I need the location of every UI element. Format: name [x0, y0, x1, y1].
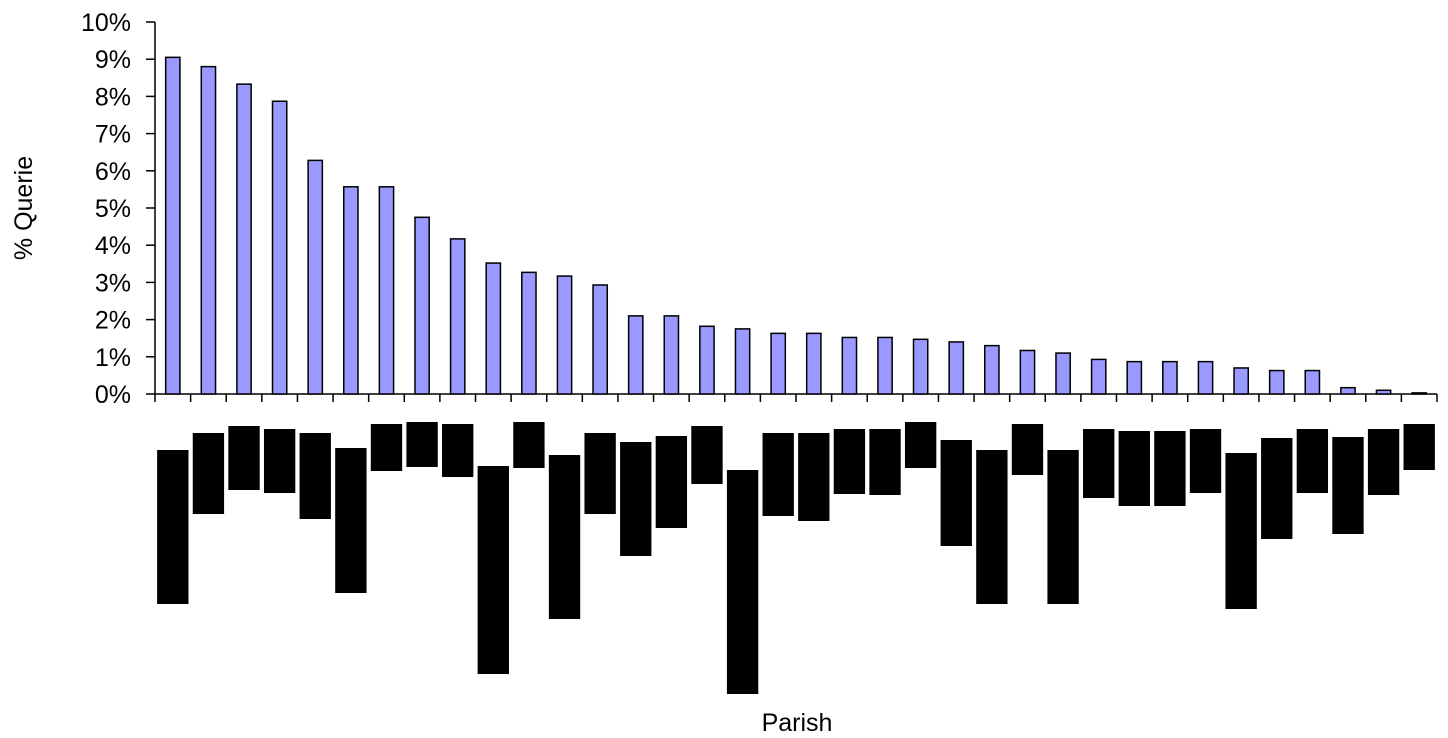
bar: [1375, 389, 1392, 395]
redacted-category-label: [406, 422, 438, 467]
y-tick-label: 10%: [81, 9, 131, 37]
bar: [1304, 369, 1321, 395]
redacted-category-label: [548, 455, 581, 619]
y-axis: 0% 1% 2% 3% 4% 5% 6% 7% 8% 9% 10%: [81, 9, 156, 409]
redacted-category-label: [584, 433, 616, 514]
bar-series: [164, 56, 1428, 395]
x-tick-labels-redacted: [157, 422, 1435, 694]
redacted-category-label: [1332, 437, 1364, 534]
bar: [485, 262, 502, 395]
redacted-category-label: [442, 424, 474, 477]
redacted-category-label: [157, 450, 189, 604]
redacted-category-label: [798, 433, 830, 521]
x-axis: [154, 393, 1438, 402]
x-axis-title: Parish: [762, 709, 833, 737]
bar: [556, 275, 573, 395]
redacted-category-label: [1296, 429, 1329, 493]
bar: [841, 336, 858, 395]
bar: [236, 83, 252, 395]
y-tick-label: 3%: [95, 269, 131, 297]
bar: [342, 186, 359, 395]
y-tick-label: 9%: [95, 46, 131, 74]
y-tick-label: 8%: [95, 83, 131, 111]
redacted-category-label: [1261, 438, 1293, 539]
bar: [200, 65, 217, 395]
y-tick-label: 7%: [95, 121, 131, 149]
redacted-category-label: [904, 422, 937, 468]
redacted-category-label: [1189, 429, 1222, 493]
bar: [1126, 360, 1143, 395]
redacted-category-label: [513, 422, 545, 468]
redacted-category-label: [655, 436, 688, 528]
redacted-category-label: [833, 429, 866, 494]
bar: [1019, 349, 1036, 395]
bar: [1233, 367, 1250, 395]
bar: [1268, 369, 1285, 395]
bar: [414, 216, 430, 395]
redacted-category-label: [869, 429, 901, 495]
redacted-category-label: [1118, 431, 1150, 506]
y-tick-label: 2%: [95, 307, 131, 335]
y-axis-title: % Querie: [10, 156, 38, 260]
bar: [699, 325, 715, 395]
bar: [734, 328, 751, 395]
redacted-category-label: [762, 433, 794, 516]
redacted-category-label: [370, 424, 403, 471]
redacted-category-label: [299, 433, 331, 519]
y-tick-label: 5%: [95, 195, 131, 223]
redacted-category-label: [691, 426, 723, 484]
redacted-category-label: [940, 440, 972, 546]
redacted-category-label: [335, 448, 367, 593]
redacted-category-label: [1225, 453, 1257, 609]
redacted-category-label: [1367, 429, 1400, 495]
bar: [378, 186, 395, 395]
y-tick-label: 0%: [95, 381, 131, 409]
bar: [805, 332, 822, 395]
redacted-category-label: [620, 442, 652, 556]
bar: [164, 56, 181, 395]
redacted-category-label: [477, 466, 509, 674]
redacted-category-label: [263, 429, 296, 493]
bar: [271, 100, 288, 395]
bar: [521, 271, 537, 395]
redacted-category-label: [1083, 429, 1115, 498]
bar: [912, 338, 929, 395]
redacted-category-label: [726, 470, 759, 694]
bar: [1411, 392, 1428, 395]
bar: [770, 332, 787, 395]
bar: [307, 159, 324, 395]
redacted-category-label: [192, 433, 225, 514]
bar: [449, 238, 466, 395]
bar: [1055, 352, 1071, 395]
redacted-category-label: [1011, 424, 1044, 475]
bar: [592, 284, 609, 395]
bar: [1340, 386, 1356, 395]
bar: [1197, 360, 1214, 395]
bar: [877, 336, 893, 395]
y-tick-label: 4%: [95, 232, 131, 260]
redacted-category-label: [228, 426, 260, 490]
bar: [1090, 358, 1107, 395]
bar: [627, 315, 644, 395]
bar: [983, 344, 1000, 395]
y-tick-label: 6%: [95, 158, 131, 186]
bar: [663, 315, 680, 395]
bar: [948, 341, 965, 395]
redacted-category-label: [1154, 431, 1186, 506]
redacted-category-label: [1403, 424, 1435, 470]
y-tick-label: 1%: [95, 344, 131, 372]
bar: [1162, 360, 1178, 395]
redacted-category-label: [976, 450, 1008, 604]
redacted-category-label: [1047, 450, 1079, 604]
